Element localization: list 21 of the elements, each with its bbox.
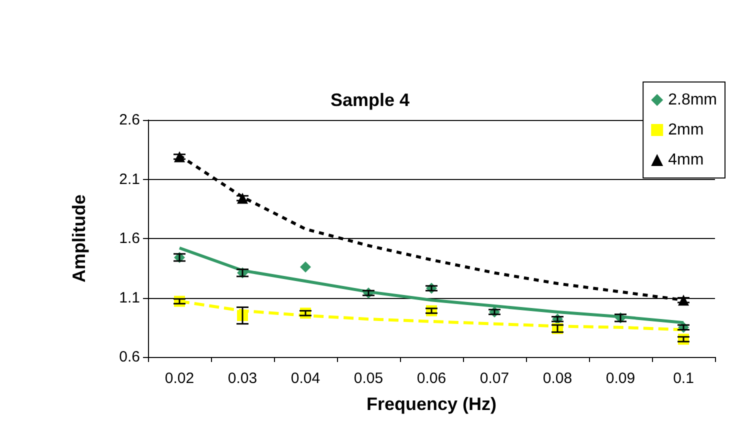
- y-tick-label: 2.6: [119, 112, 140, 128]
- x-tick-label: 0.02: [164, 370, 194, 387]
- x-tick-label: 0.05: [354, 370, 384, 387]
- x-tick-label: 0.04: [290, 370, 320, 387]
- y-tick-label: 1.6: [119, 230, 140, 247]
- chart-title: Sample 4: [330, 90, 410, 110]
- x-tick-label: 0.1: [673, 370, 694, 387]
- point: [300, 261, 311, 272]
- legend-label: 2.8mm: [668, 92, 718, 108]
- legend-label: 4mm: [668, 152, 704, 168]
- x-tick-label: 0.07: [480, 370, 510, 387]
- x-axis-title: Frequency (Hz): [366, 394, 497, 414]
- y-tick-label: 2.1: [119, 170, 140, 188]
- legend-label: 2mm: [668, 122, 704, 138]
- x-tick-label: 0.06: [416, 370, 446, 387]
- y-tick-label: 0.6: [119, 348, 140, 366]
- x-tick-label: 0.09: [606, 370, 636, 387]
- y-axis-title: Amplitude: [69, 194, 89, 282]
- x-tick-label: 0.03: [228, 370, 258, 387]
- x-tick-label: 0.08: [542, 370, 572, 387]
- y-tick-label: 1.1: [119, 289, 140, 306]
